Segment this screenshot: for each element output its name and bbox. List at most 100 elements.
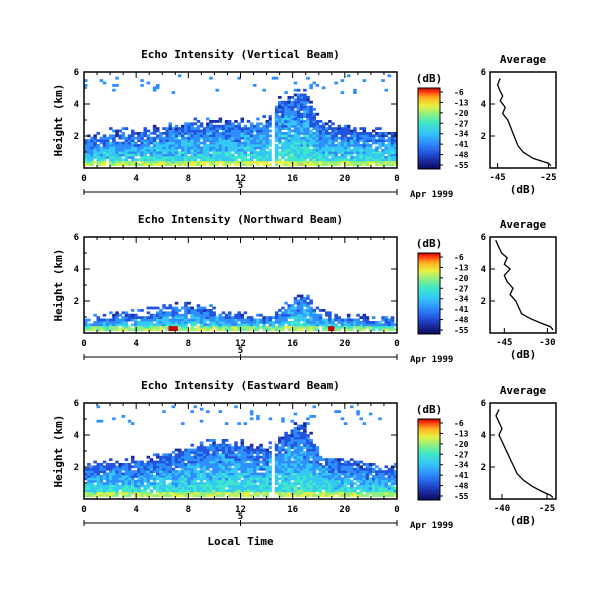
heatmap-cell [340, 463, 345, 466]
heatmap-cell [206, 410, 210, 413]
heatmap-cell [287, 309, 291, 312]
x-axis-label: Local Time [207, 535, 274, 548]
heatmap-cell [187, 124, 191, 128]
heatmap-cell [143, 465, 147, 469]
heatmap-cell [331, 467, 335, 471]
heatmap-cell [196, 134, 201, 138]
heatmap-cell [312, 136, 317, 140]
heatmap-cell [318, 489, 323, 493]
heatmap-cell [246, 465, 251, 469]
heatmap-cell [287, 132, 291, 135]
heatmap-cell [249, 122, 254, 126]
heatmap-cell [93, 489, 97, 493]
heatmap-cell [227, 158, 232, 162]
heatmap-cell [243, 470, 248, 473]
heatmap-cell [278, 146, 282, 150]
heatmap-cell [206, 323, 210, 327]
heatmap-cell [362, 156, 367, 159]
heatmap-cell [96, 316, 101, 319]
heatmap-cell [249, 489, 254, 493]
heatmap-cell [309, 451, 313, 454]
heatmap-cell [287, 448, 291, 452]
heatmap-cell [84, 153, 88, 157]
heatmap-cell [337, 465, 342, 469]
heatmap-cell [171, 160, 176, 164]
heatmap-cell [356, 472, 360, 476]
heatmap-cell [165, 160, 169, 164]
heatmap-cell [202, 491, 207, 495]
heatmap-cell [281, 117, 285, 121]
heatmap-cell [303, 158, 307, 162]
heatmap-cell [274, 108, 279, 111]
heatmap-cell [256, 318, 260, 322]
heatmap-cell [284, 491, 288, 495]
heatmap-cell [249, 129, 254, 133]
heatmap-cell [155, 146, 160, 150]
heatmap-cell [290, 309, 295, 312]
heatmap-cell [159, 465, 163, 469]
heatmap-cell [293, 297, 298, 300]
heatmap-cell [253, 141, 257, 145]
heatmap-cell [227, 465, 232, 469]
heatmap-cell [359, 325, 363, 329]
heatmap-cell [309, 489, 313, 493]
heatmap-cell [171, 156, 176, 159]
heatmap-cell [303, 153, 307, 157]
heatmap-cell [365, 316, 370, 319]
heatmap-cell [331, 463, 335, 466]
heatmap-cell [390, 325, 395, 329]
heatmap-cell [284, 108, 288, 111]
heatmap-cell [102, 148, 107, 152]
heatmap-cell [268, 455, 273, 459]
heatmap-cell [315, 124, 320, 128]
heatmap-cell [318, 163, 323, 166]
heatmap-cell [256, 458, 260, 461]
heatmap-cell [227, 323, 232, 327]
heatmap-cell [259, 144, 263, 147]
heatmap-cell [249, 156, 254, 159]
heatmap-cell [240, 460, 245, 464]
heatmap-cell [312, 151, 317, 154]
heatmap-cell [127, 419, 132, 423]
heatmap-cell [202, 311, 207, 315]
heatmap-cell [227, 328, 232, 331]
heatmap-cell [268, 460, 273, 464]
heatmap-cell [262, 153, 266, 157]
heatmap-cell [299, 115, 304, 118]
heatmap-cell [296, 443, 301, 447]
heatmap-cell [365, 475, 370, 478]
heatmap-cell [340, 146, 345, 150]
heatmap-cell [177, 132, 182, 135]
heatmap-cell [149, 158, 154, 162]
heatmap-cell [209, 448, 213, 452]
heatmap-cell [387, 146, 392, 150]
heatmap-cell [253, 465, 257, 469]
heatmap-cell [190, 163, 194, 166]
heatmap-cell [265, 482, 270, 485]
heatmap-cell [290, 122, 295, 126]
heatmap-cell [234, 129, 238, 133]
heatmap-cell [378, 470, 382, 473]
heatmap-cell [346, 463, 351, 466]
heatmap-cell [309, 156, 313, 159]
heatmap-cell [90, 482, 94, 485]
heatmap-cell [155, 136, 160, 140]
heatmap-cell [184, 477, 188, 481]
heatmap-cell [199, 479, 204, 483]
heatmap-cell [321, 134, 326, 138]
heatmap-cell [168, 484, 173, 488]
heatmap-cell [87, 144, 91, 147]
heatmap-cell [387, 491, 392, 495]
heatmap-cell [359, 139, 363, 142]
heatmap-cell [259, 491, 263, 495]
heatmap-cell [287, 479, 291, 483]
heatmap-cell [340, 158, 345, 162]
heatmap-cell [109, 141, 113, 145]
heatmap-cell [359, 465, 363, 469]
heatmap-cell [184, 323, 188, 327]
heatmap-cell [218, 160, 223, 164]
heatmap-cell [149, 146, 154, 150]
heatmap-cell [206, 489, 210, 493]
heatmap-cell [209, 156, 213, 159]
heatmap-cell [102, 160, 107, 164]
